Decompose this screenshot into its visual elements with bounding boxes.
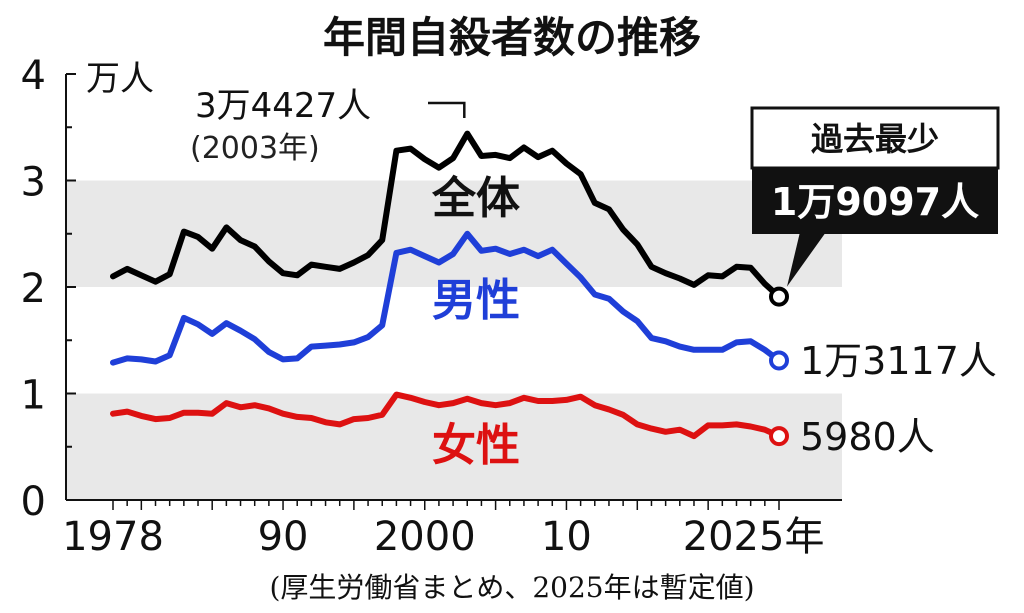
female-end-label: 5980人 [800,415,935,459]
peak-year-annotation: (2003年) [190,131,320,166]
background-bands [66,180,842,500]
endpoint-male [769,350,789,371]
x-tick-label: 90 [258,514,309,560]
series-line-male [110,230,782,366]
y-tick-label: 1 [21,373,46,419]
series-lines [110,130,782,440]
peak-value-annotation: 3万4427人 [195,86,371,126]
x-tick-label: 20 [683,514,734,560]
endpoint-female [769,426,789,447]
y-tick-label: 3 [21,160,46,206]
callout-pointer [787,232,826,287]
record-low-callout: 過去最少 1万9097人 [750,106,1000,287]
y-axis-unit: 万人 [86,59,154,99]
x-tick-label: 1978 [62,514,164,560]
x-tick-labels: 1978 90 2000 10 20 25年 [62,514,824,560]
series-line-total [110,130,782,300]
chart-title: 年間自殺者数の推移 [323,13,701,62]
peak-leader-line [428,101,466,118]
source-note: (厚生労働省まとめ、2025年は暫定値) [269,571,754,604]
y-tick-labels: 0 1 2 3 4 [21,53,46,525]
male-end-label: 1万3117人 [800,339,997,383]
x-tick-label: 25年 [734,514,825,560]
x-tick-label: 2000 [374,514,476,560]
x-tick-label: 10 [541,514,592,560]
callout-value: 1万9097人 [771,180,979,224]
callout-title: 過去最少 [811,120,939,158]
y-tick-label: 0 [21,479,46,525]
endpoint-total [769,286,789,307]
callout-title-box [750,106,1000,170]
series-line-female [110,391,782,440]
axes [65,73,842,510]
y-tick-label: 4 [21,53,46,99]
callout-value-box [752,168,998,234]
series-label-total: 全体 [431,173,520,224]
series-label-male: 男性 [432,275,520,326]
series-label-female: 女性 [432,420,520,471]
series-endpoints [769,286,789,447]
y-tick-label: 2 [21,266,46,312]
